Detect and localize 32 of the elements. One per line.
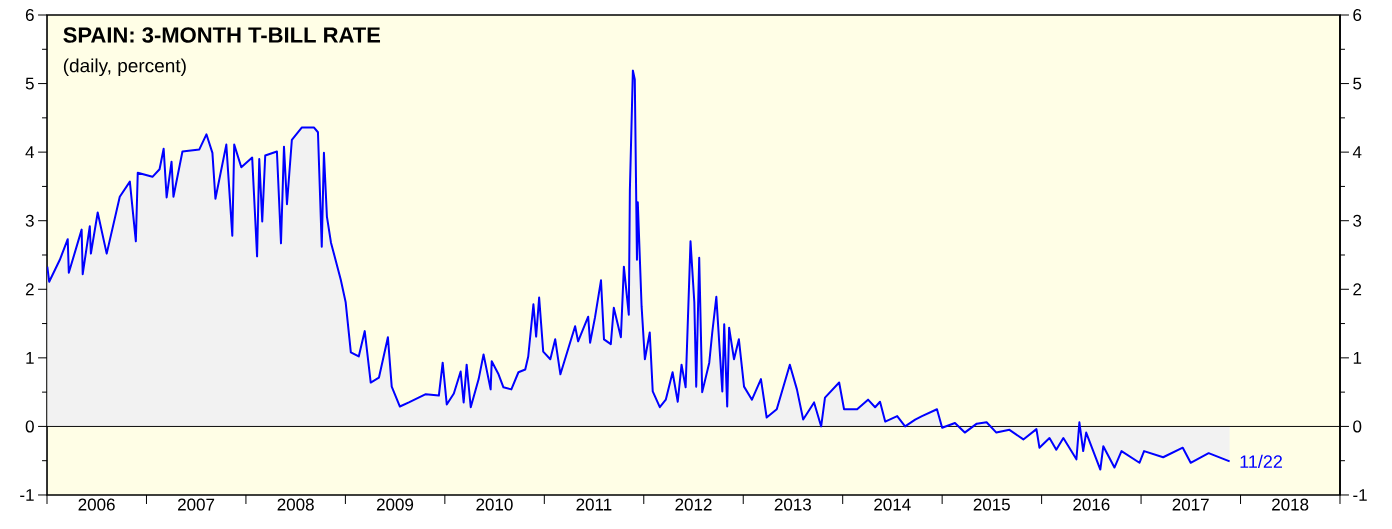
- y2-tick-label: 6: [1353, 8, 1362, 22]
- chart-title: SPAIN: 3-MONTH T-BILL RATE: [63, 27, 381, 43]
- y-tick-label: 4: [25, 146, 35, 158]
- x-tick-label: 2014: [874, 498, 911, 511]
- x-tick-label: 2010: [476, 498, 513, 511]
- x-tick-label: 2015: [973, 498, 1010, 511]
- x-tick-label: 2016: [1073, 498, 1110, 511]
- y2-tick-label: -1: [1353, 489, 1367, 501]
- x-tick-label: 2009: [376, 498, 414, 511]
- y-tick-label: 2: [25, 283, 34, 296]
- y2-tick-label: 1: [1353, 351, 1362, 364]
- y-tick-label: 6: [25, 8, 34, 22]
- y-tick-label: 5: [25, 77, 34, 90]
- x-tick-label: 2008: [277, 498, 314, 511]
- text: (daily, percent): [63, 58, 186, 77]
- y2-tick-label: 0: [1353, 420, 1362, 433]
- y2-tick-label: 4: [1352, 146, 1362, 158]
- y-tick-label: 1: [26, 351, 34, 364]
- x-tick-label: 2007: [178, 498, 215, 511]
- annotation: 11/22: [1240, 454, 1282, 468]
- y2-tick-label: 2: [1353, 283, 1362, 296]
- y-tick-label: -1: [20, 489, 34, 501]
- x-tick-label: 2012: [675, 498, 712, 511]
- x-tick-label: 2018: [1272, 498, 1309, 511]
- x-tick-label: 2011: [576, 498, 612, 511]
- y2-tick-label: 3: [1353, 214, 1362, 227]
- x-tick-label: 2013: [774, 498, 811, 511]
- y-tick-label: 0: [25, 420, 34, 433]
- y-tick-label: 3: [25, 214, 34, 227]
- x-tick-label: 2017: [1172, 498, 1209, 511]
- x-tick-label: 2006: [78, 498, 115, 511]
- y2-tick-label: 5: [1353, 77, 1362, 90]
